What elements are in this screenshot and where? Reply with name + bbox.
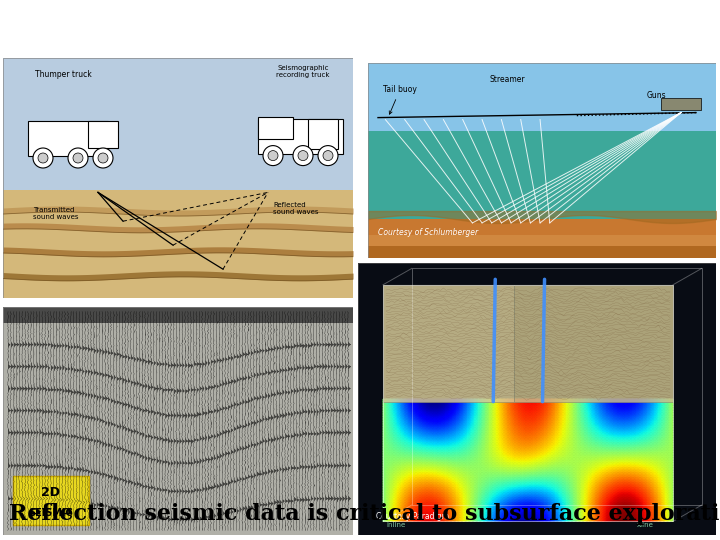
Text: Seismographic
recording truck: Seismographic recording truck [276,65,330,78]
Text: Thumper truck: Thumper truck [35,70,91,79]
Text: xline: xline [637,522,654,528]
Circle shape [318,146,338,166]
Circle shape [98,153,108,163]
Circle shape [263,146,283,166]
Text: Courtesy Paradigm: Courtesy Paradigm [376,512,449,521]
Bar [368,219,716,234]
Bar [368,131,716,219]
Bar [258,119,343,153]
Bar [368,63,716,131]
Bar [3,190,353,298]
Bar [368,234,716,246]
Circle shape [33,148,53,168]
Bar [258,117,293,139]
Text: Reflected
sound waves: Reflected sound waves [273,202,318,215]
Circle shape [293,146,313,166]
FancyBboxPatch shape [383,285,513,402]
Circle shape [38,153,48,163]
Text: Reflection seismic data is critical to subsurface exploration.: Reflection seismic data is critical to s… [9,503,720,524]
FancyBboxPatch shape [13,476,89,525]
Circle shape [93,148,113,168]
Bar [3,58,353,190]
Circle shape [68,148,88,168]
Circle shape [323,151,333,160]
Text: Courtesy of Schlumberger: Courtesy of Schlumberger [378,227,478,237]
Circle shape [73,153,83,163]
Bar [661,98,701,110]
Text: Guns: Guns [647,91,666,100]
Bar [3,307,353,323]
Text: Transmitted
sound waves: Transmitted sound waves [33,207,78,220]
Bar [88,121,118,148]
Text: inline: inline [387,522,406,528]
Circle shape [268,151,278,160]
Bar [308,119,338,148]
Text: 2D: 2D [42,487,60,500]
FancyBboxPatch shape [513,285,673,402]
Text: SEISMIC: SEISMIC [29,508,73,518]
Bar [368,246,716,258]
Text: Streamer: Streamer [490,76,526,84]
Bar [28,121,108,156]
Text: Tail buoy: Tail buoy [383,85,417,114]
Circle shape [298,151,308,160]
